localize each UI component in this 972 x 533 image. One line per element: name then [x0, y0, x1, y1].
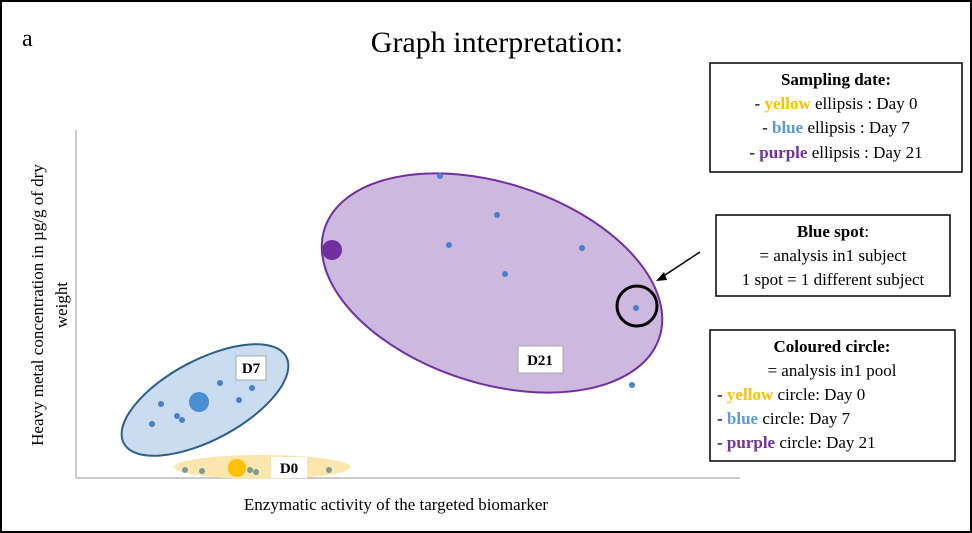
sampling-box	[709, 62, 963, 173]
box-line: = analysis in1 subject	[760, 246, 907, 265]
box-heading: Blue spot:	[797, 222, 869, 241]
spot	[174, 413, 180, 419]
box-heading: Sampling date:	[781, 70, 891, 89]
title: Graph interpretation:	[371, 26, 623, 59]
purple-ellipse	[320, 172, 664, 394]
box-line: 1 spot = 1 different subject	[742, 270, 925, 289]
spot	[253, 469, 259, 475]
spot	[249, 385, 255, 391]
box-line: - purple ellipsis : Day 21	[749, 143, 922, 162]
y-axis-label-line: Heavy metal concentration in µg/g of dry	[28, 164, 47, 446]
spot	[502, 271, 508, 277]
box-line: - yellow ellipsis : Day 0	[755, 94, 918, 113]
spot	[158, 401, 164, 407]
yellow-ellipse	[174, 455, 350, 479]
y-axis-label-line: weight	[52, 282, 71, 329]
circle-box	[709, 329, 956, 462]
spot	[446, 242, 452, 248]
spot	[217, 380, 223, 386]
label-box	[271, 457, 307, 478]
box-line: - purple circle: Day 21	[717, 433, 876, 452]
spot	[199, 468, 205, 474]
arrow-head	[656, 272, 667, 281]
group-label: D21	[527, 353, 553, 369]
spot	[236, 397, 242, 403]
arrow	[661, 251, 701, 278]
pool-circle-purple	[322, 240, 342, 260]
group-label: D0	[280, 461, 298, 477]
label-box	[517, 345, 564, 374]
spot	[179, 417, 185, 423]
pool-circle-yellow	[228, 459, 246, 477]
spots	[149, 173, 639, 475]
spot	[579, 245, 585, 251]
spot	[182, 467, 188, 473]
box-line: - yellow circle: Day 0	[717, 385, 865, 404]
group-label: D7	[242, 361, 261, 377]
spot	[629, 382, 635, 388]
x-axis-label: Enzymatic activity of the targeted bioma…	[244, 495, 548, 514]
highlight-circle	[615, 284, 659, 328]
spot	[247, 467, 253, 473]
spot-box	[715, 214, 951, 297]
panel-label: a	[22, 26, 33, 52]
box-line: = analysis in1 pool	[767, 361, 896, 380]
y-axis-label: Heavy metal concentration in µg/g of dry…	[28, 164, 71, 446]
box-heading: Coloured circle:	[774, 337, 891, 356]
label-box	[235, 355, 267, 381]
spot	[633, 305, 639, 311]
spot	[326, 467, 332, 473]
spot	[494, 212, 500, 218]
spot	[437, 173, 443, 179]
box-line: - blue ellipsis : Day 7	[762, 118, 910, 137]
box-line: - blue circle: Day 7	[717, 409, 851, 428]
pool-circle-blue	[189, 392, 209, 412]
spot	[149, 421, 155, 427]
